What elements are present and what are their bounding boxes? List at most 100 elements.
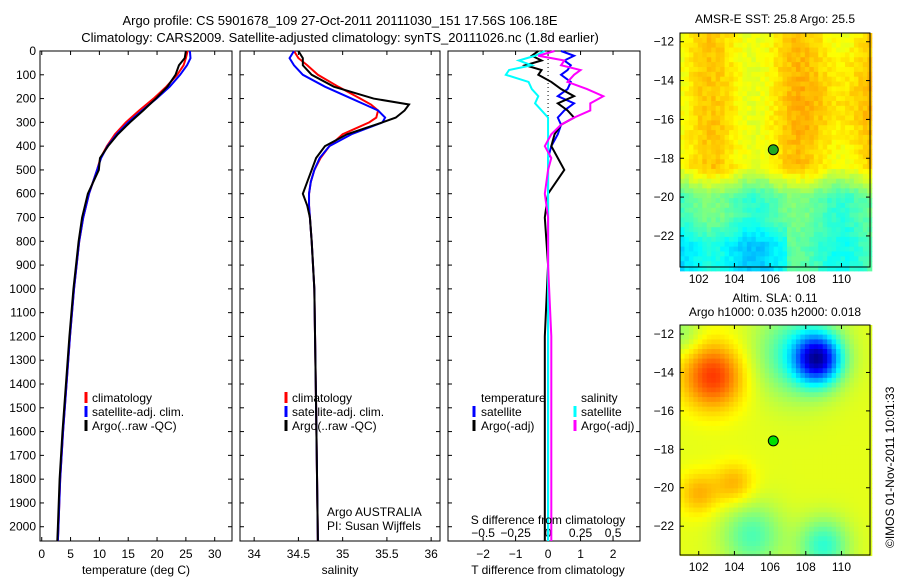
map-cell: [809, 110, 815, 117]
map-cell: [849, 33, 855, 39]
map-cell: [755, 454, 761, 461]
map-cell: [751, 526, 757, 533]
map-cell: [804, 406, 810, 412]
map-cell: [702, 120, 708, 126]
map-cell: [684, 531, 690, 537]
map-cell: [724, 198, 730, 204]
map-cell: [822, 130, 828, 136]
map-cell: [840, 440, 846, 446]
map-cell: [702, 47, 708, 53]
map-cell: [849, 266, 855, 272]
map-cell: [746, 550, 752, 557]
map-cell: [733, 168, 739, 175]
map-cell: [836, 149, 842, 155]
map-cell: [809, 531, 815, 537]
map-cell: [737, 349, 743, 355]
map-cell: [827, 507, 833, 513]
map-cell: [862, 183, 868, 189]
map-cell: [697, 42, 703, 49]
map-cell: [733, 497, 739, 504]
map-cell: [751, 377, 757, 384]
map-cell: [737, 71, 743, 78]
map-cell: [693, 178, 699, 184]
map-cell: [809, 217, 815, 223]
map-cell: [836, 251, 842, 257]
map-cell: [688, 149, 694, 155]
map-cell: [733, 198, 739, 204]
map-cell: [706, 329, 712, 336]
map-cell: [862, 507, 868, 513]
map-cell: [836, 536, 842, 542]
map-cell: [764, 440, 770, 446]
map-cell: [702, 202, 708, 209]
map-cell: [809, 392, 815, 398]
map-cell: [720, 541, 726, 547]
map-cell: [764, 217, 770, 223]
map-cell: [818, 339, 824, 345]
map-cell: [751, 33, 757, 39]
map-cell: [827, 469, 833, 475]
map-cell: [751, 339, 757, 345]
map-cell: [693, 120, 699, 126]
map-cell: [831, 512, 837, 518]
map-cell: [849, 406, 855, 412]
map-cell: [827, 120, 833, 126]
map-cell: [849, 411, 855, 417]
map-cell: [737, 236, 743, 243]
map-cell: [755, 512, 761, 518]
map-cell: [858, 134, 864, 141]
map-cell: [693, 329, 699, 336]
map-cell: [764, 33, 770, 39]
map-cell: [746, 222, 752, 228]
map-cell: [818, 100, 824, 107]
map-cell: [809, 473, 815, 480]
map-cell: [737, 42, 743, 49]
map-cell: [849, 325, 855, 331]
map-cell: [809, 193, 815, 199]
map-cell: [831, 134, 837, 141]
map-cell: [836, 329, 842, 336]
map-cell: [684, 363, 690, 369]
map-cell: [680, 188, 685, 194]
map-cell: [742, 173, 748, 180]
map-cell: [693, 100, 699, 107]
map-cell: [795, 164, 801, 170]
map-cell: [787, 517, 793, 523]
map-cell: [822, 149, 828, 155]
map-cell: [737, 47, 743, 53]
map-cell: [822, 86, 828, 92]
map-cell: [845, 454, 850, 461]
map-cell: [737, 502, 743, 509]
map-cell: [813, 502, 819, 509]
map-cell: [684, 382, 690, 388]
map-cell: [840, 168, 846, 175]
map-cell: [729, 449, 735, 456]
map-cell: [818, 222, 824, 228]
map-cell: [702, 411, 708, 417]
map-cell: [813, 212, 819, 218]
map-cell: [733, 401, 739, 408]
map-cell: [795, 207, 801, 214]
map-cell: [809, 425, 815, 432]
map-cell: [804, 387, 810, 393]
map-cell: [755, 488, 761, 494]
map-cell: [845, 261, 850, 267]
map-cell: [742, 96, 748, 102]
map-cell: [787, 488, 793, 494]
map-cell: [764, 212, 770, 218]
map-cell: [800, 144, 806, 151]
map-cell: [715, 212, 721, 218]
map-cell: [849, 202, 855, 209]
map-cell: [706, 134, 712, 141]
map-cell: [813, 406, 819, 412]
map-cell: [840, 173, 846, 180]
map-cell: [702, 449, 708, 456]
map-cell: [791, 120, 797, 126]
map-cell: [688, 353, 694, 360]
map-cell: [706, 188, 712, 194]
map-cell: [742, 110, 748, 117]
map-cell: [733, 387, 739, 393]
map-cell: [773, 193, 779, 199]
map-cell: [795, 37, 801, 44]
map-cell: [818, 449, 824, 456]
